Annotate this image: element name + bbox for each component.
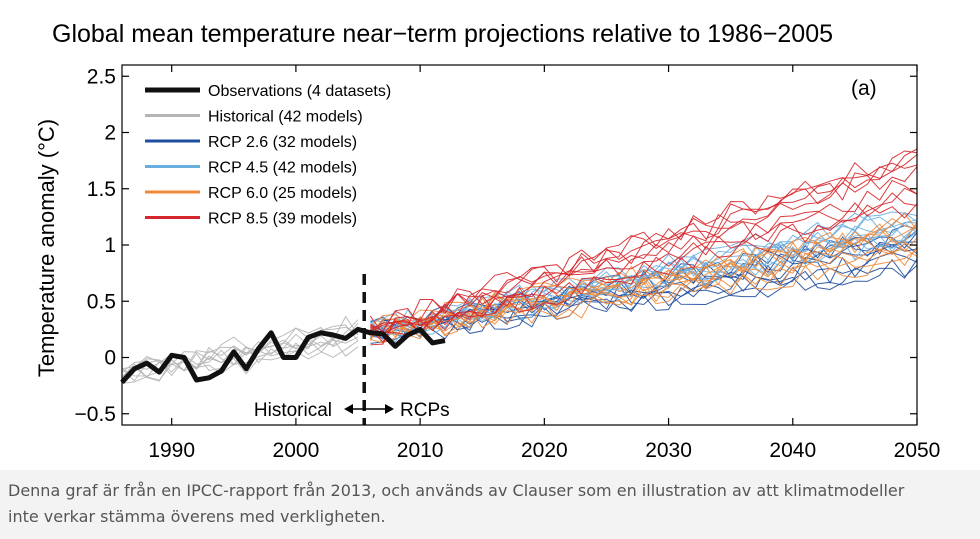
annotation-rcps: RCPs <box>400 400 450 421</box>
series-5 <box>369 148 918 346</box>
series-4-model-line <box>369 221 918 341</box>
y-axis-label: Temperature anomaly (°C) <box>34 119 59 377</box>
legend: Observations (4 datasets) Historical (42 … <box>145 83 391 228</box>
chart-figure: Global mean temperature near−term projec… <box>0 0 980 470</box>
series-5-model-line <box>369 150 918 335</box>
legend-label: RCP 4.5 (42 models) <box>208 160 357 177</box>
axes-layer: 1990 2000 2010 2020 2030 2040 2050 −0.5 0 0.5 1 1.5… <box>75 65 941 462</box>
series-5-model-line <box>370 166 918 332</box>
legend-label: Observations (4 datasets) <box>208 83 391 100</box>
annotation-arrow-left-icon <box>344 404 353 414</box>
y-tick-label: 0.5 <box>87 290 116 313</box>
annotation-historical: Historical <box>254 400 332 421</box>
series-4-model-line <box>370 223 918 340</box>
x-tick-label: 2030 <box>645 439 692 462</box>
panel-label: (a) <box>851 77 877 100</box>
x-tick-label: 2050 <box>894 439 941 462</box>
legend-label: RCP 6.0 (25 models) <box>208 185 357 202</box>
observations-layer <box>120 326 446 384</box>
x-tick-label: 2040 <box>769 439 816 462</box>
chart-title: Global mean temperature near−term projec… <box>52 20 833 48</box>
chart-background <box>0 0 980 470</box>
series-4-model-line <box>370 248 918 340</box>
y-tick-label: 2 <box>104 122 116 145</box>
period-annotation: Historical RCPs <box>254 400 450 421</box>
series-1-model-line <box>121 336 359 382</box>
series-5-model-line <box>370 148 918 331</box>
series-5-model-line <box>370 179 918 346</box>
series-5-model-line <box>370 162 918 332</box>
series-4-model-line <box>370 246 918 343</box>
x-tick-label: 2000 <box>273 439 320 462</box>
y-tick-label: −0.5 <box>75 403 116 426</box>
figure-caption: Denna graf är från en IPCC-rapport från … <box>8 481 905 526</box>
x-tick-label: 2010 <box>397 439 444 462</box>
series-1-model-line <box>121 322 359 378</box>
series-4-model-line <box>370 212 918 327</box>
y-tick-label: 0 <box>104 347 116 370</box>
series-5-model-line <box>370 203 918 343</box>
y-tick-label: 1 <box>104 234 116 257</box>
legend-label: RCP 2.6 (32 models) <box>208 134 357 151</box>
series-layer <box>121 148 918 384</box>
annotation-arrow-right-icon <box>385 404 394 414</box>
x-tick-label: 1990 <box>148 439 195 462</box>
x-tick-label: 2020 <box>521 439 568 462</box>
series-2-model-line <box>370 252 918 344</box>
series-5-model-line <box>370 154 918 335</box>
y-tick-label: 2.5 <box>87 65 116 88</box>
y-tick-label: 1.5 <box>87 178 116 201</box>
chart-svg: Global mean temperature near−term projec… <box>0 0 980 470</box>
legend-label: Historical (42 models) <box>208 109 363 126</box>
series-4-model-line <box>370 217 918 335</box>
legend-label: RCP 8.5 (39 models) <box>208 211 357 228</box>
series-1-model-line <box>121 319 359 370</box>
observations-line <box>120 326 446 384</box>
caption-box: Denna graf är från en IPCC-rapport från … <box>0 470 980 539</box>
series-4-model-line <box>370 242 918 344</box>
